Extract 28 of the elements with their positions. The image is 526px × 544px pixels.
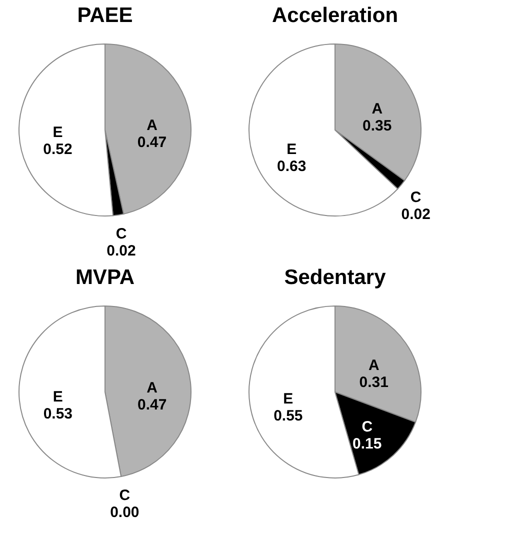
data-label: 0.35 bbox=[362, 118, 392, 135]
slice-label: E bbox=[52, 124, 63, 142]
slice-label: A bbox=[146, 380, 158, 397]
chart-title: PAEE bbox=[77, 4, 133, 27]
slice-label: C bbox=[410, 188, 422, 206]
slice-label: E bbox=[283, 390, 294, 408]
slice-label: A bbox=[372, 100, 383, 118]
data-label: 0.47 bbox=[137, 396, 167, 414]
data-label: 0.52 bbox=[43, 141, 72, 158]
category-label: C bbox=[119, 487, 130, 504]
chart-title: MVPA bbox=[75, 266, 135, 289]
slice-label: E bbox=[286, 140, 297, 158]
chart-title: Sedentary bbox=[284, 266, 386, 289]
data-label: 0.53 bbox=[43, 405, 73, 422]
text: 0.00 bbox=[110, 504, 140, 522]
slice-label: E bbox=[52, 388, 63, 406]
data-label: 0.47 bbox=[137, 134, 167, 151]
data-label: 0.02 bbox=[401, 206, 430, 223]
slice-label: A bbox=[146, 116, 158, 134]
chart-title: Acceleration bbox=[272, 4, 398, 27]
data-label: 0.15 bbox=[352, 436, 382, 453]
data-label: 0.31 bbox=[359, 374, 388, 392]
slice-label: C bbox=[116, 226, 127, 243]
slice-label: C bbox=[362, 418, 373, 436]
data-label: 0.02 bbox=[106, 242, 136, 260]
data-label: 0.63 bbox=[276, 158, 306, 175]
data-label: 0.55 bbox=[274, 408, 303, 425]
slice-label: A bbox=[368, 357, 380, 374]
